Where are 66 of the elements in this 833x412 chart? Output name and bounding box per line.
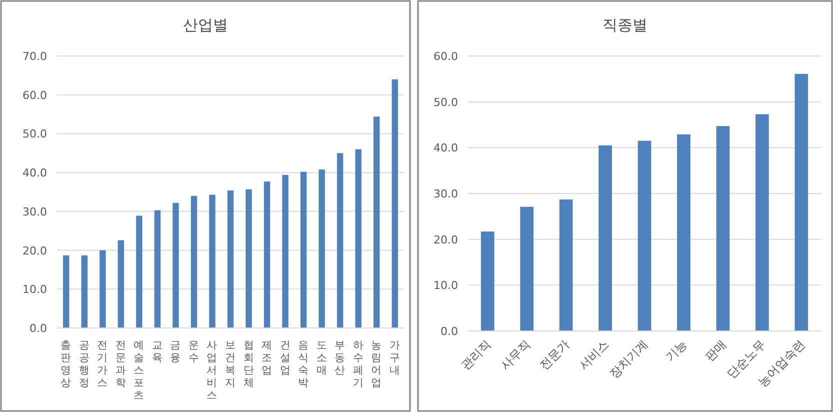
bar [190, 196, 198, 328]
bar [559, 199, 573, 331]
y-tick-label: 10.0 [434, 279, 458, 292]
x-tick-label: 도소매 [316, 340, 328, 376]
x-tick-label: 공공행정 [78, 340, 90, 389]
bar [154, 210, 161, 328]
bar [756, 114, 769, 331]
bar [374, 116, 380, 328]
bar [480, 232, 494, 331]
bar [136, 216, 142, 328]
bar [209, 194, 216, 328]
bar [227, 190, 234, 328]
x-tick-label: 금융 [170, 340, 182, 364]
y-tick-label: 50.0 [434, 96, 458, 109]
x-tick-label: 예술스포츠 [134, 340, 145, 402]
bar [520, 206, 534, 331]
bar [392, 79, 398, 328]
chart-title: 산업별 [183, 16, 228, 34]
bar [355, 149, 362, 328]
x-tick-label: 가구내 [389, 340, 400, 376]
x-tick-label: 건설업 [280, 340, 291, 376]
bar [282, 174, 288, 328]
x-tick-label: 교육 [152, 340, 163, 364]
bar [100, 250, 106, 328]
bar [638, 140, 652, 331]
y-tick-label: 50.0 [22, 128, 47, 141]
x-tick-label: 출판영상 [60, 340, 72, 389]
bar [246, 189, 252, 328]
x-tick-label: 농림어업 [371, 340, 382, 389]
x-tick-label: 하수폐기 [352, 340, 364, 389]
y-tick-label: 40.0 [434, 142, 458, 155]
x-tick-label: 전기가스 [97, 340, 108, 389]
bar [677, 134, 690, 331]
x-tick-label: 제조업 [262, 340, 273, 376]
x-tick-label: 음식숙박 [298, 340, 310, 389]
x-tick-label: 운수 [188, 340, 200, 364]
bar [598, 145, 612, 331]
y-tick-label: 0.0 [30, 322, 47, 335]
y-tick-label: 20.0 [22, 244, 47, 258]
y-tick-label: 0.0 [440, 325, 458, 338]
chart-title: 직종별 [602, 16, 648, 34]
y-tick-label: 30.0 [434, 188, 458, 200]
x-tick-label: 기능 [662, 337, 690, 364]
x-tick-label: 전문과학 [115, 340, 126, 389]
bar [81, 255, 88, 328]
x-tick-label: 사업서비스 [206, 340, 218, 402]
y-tick-label: 30.0 [22, 205, 47, 218]
bar [118, 240, 124, 328]
bar [318, 169, 325, 328]
bar [300, 172, 307, 328]
x-tick-label: 판매 [702, 337, 730, 364]
bar [336, 153, 344, 328]
bar [716, 126, 730, 331]
y-tick-label: 20.0 [434, 233, 458, 246]
x-tick-label: 협회단체 [243, 340, 254, 389]
y-tick-label: 60.0 [22, 88, 47, 102]
x-tick-label: 부동산 [334, 340, 346, 376]
y-tick-label: 40.0 [22, 166, 47, 180]
y-tick-label: 10.0 [22, 283, 47, 296]
bar [63, 255, 70, 328]
y-tick-label: 60.0 [434, 50, 458, 63]
bar [264, 182, 270, 328]
x-tick-label: 보건복지 [225, 340, 236, 389]
y-tick-label: 70.0 [22, 50, 47, 63]
bar [172, 202, 179, 328]
bar [794, 74, 808, 331]
